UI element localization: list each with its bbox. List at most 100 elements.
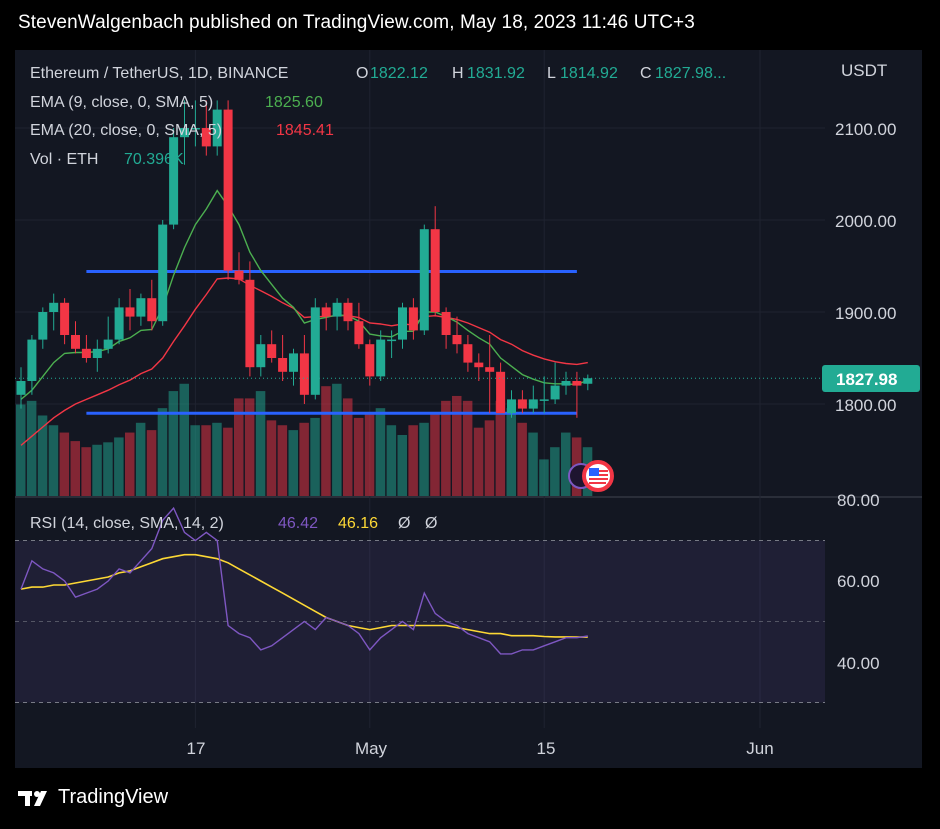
candle-body — [310, 307, 320, 395]
price-tick: 2100.00 — [835, 120, 896, 139]
rsi-tick: 60.00 — [837, 572, 880, 591]
candle-body — [103, 339, 113, 349]
candle-body — [561, 381, 571, 386]
event-icons[interactable] — [568, 460, 614, 492]
pane-separator — [15, 496, 922, 498]
candle-body — [81, 348, 91, 358]
legend-c-label: C — [640, 65, 652, 82]
candle-body — [92, 348, 102, 358]
volume-bar — [473, 427, 484, 496]
candle-body — [496, 371, 506, 414]
candle-body — [169, 137, 179, 225]
candle-body — [180, 128, 189, 138]
candle-body — [321, 307, 331, 317]
rsi-legend: RSI (14, close, SMA, 14, 2) 46.42 46.16 … — [30, 515, 437, 532]
volume-bar — [223, 427, 233, 496]
volume-bar — [179, 383, 189, 496]
volume-bar — [168, 391, 179, 496]
svg-text:1827.98: 1827.98 — [836, 370, 897, 389]
time-tick: Jun — [746, 739, 773, 758]
volume-bar — [550, 447, 560, 496]
volume-bar — [255, 391, 266, 496]
volume-bar — [332, 383, 342, 496]
volume-bar — [125, 432, 135, 496]
candles — [16, 100, 593, 418]
volume-bar — [135, 422, 146, 496]
candle-body — [234, 270, 244, 280]
volume-bar — [16, 404, 26, 496]
candle-body — [354, 321, 364, 345]
rsi-pane-bg — [15, 498, 825, 728]
legend-l-label: L — [547, 65, 556, 82]
time-tick: 17 — [187, 739, 206, 758]
candle-body — [452, 335, 462, 345]
volume-bar — [244, 398, 255, 496]
candle-body — [441, 312, 451, 335]
legend-ema20-label: EMA (20, close, 0, SMA, 5) — [30, 122, 222, 139]
candle-body — [136, 298, 146, 317]
candle-body — [201, 128, 211, 147]
candle-body — [190, 128, 200, 130]
volume-bar — [59, 432, 70, 496]
volume-bar — [103, 442, 113, 496]
legend-l-value: 1814.92 — [560, 65, 618, 82]
ema20-line — [20, 277, 588, 446]
volume-bar — [288, 430, 298, 496]
candle-body — [27, 339, 37, 381]
volume-bar — [234, 398, 244, 496]
rsi-legend-empty-2: Ø — [425, 515, 437, 532]
legend-h-label: H — [452, 65, 464, 82]
volume-bar — [157, 408, 168, 496]
rsi-sma-line — [20, 553, 588, 638]
legend-ema9-value: 1825.60 — [265, 94, 323, 111]
volume-bar — [114, 437, 124, 496]
price-label-badge: 1827.98 — [822, 365, 920, 392]
volume-bar — [561, 432, 571, 496]
rsi-legend-label: RSI (14, close, SMA, 14, 2) — [30, 515, 224, 532]
candle-body — [71, 335, 80, 349]
price-legend: Ethereum / TetherUS, 1D, BINANCE O 1822.… — [30, 65, 726, 168]
rsi-tick: 40.00 — [837, 654, 880, 673]
candle-body — [223, 109, 233, 271]
candle-body — [158, 224, 168, 322]
candle-body — [49, 302, 59, 312]
legend-o-value: 1822.12 — [370, 65, 428, 82]
volume-bar — [343, 398, 353, 496]
candle-body — [583, 378, 593, 384]
tradingview-brand[interactable]: TradingView — [18, 786, 168, 809]
volume-bar — [375, 408, 386, 496]
rsi-line — [20, 506, 588, 655]
volume-bar — [484, 420, 495, 496]
candle-body — [376, 339, 386, 377]
rsi-tick: 80.00 — [837, 491, 880, 510]
volume-bar — [190, 425, 200, 496]
volume-bar — [506, 408, 516, 496]
candle-body — [289, 353, 298, 372]
candle-body — [125, 307, 135, 317]
volume-bar — [528, 432, 538, 496]
candle-body — [365, 344, 375, 377]
legend-vol-label: Vol · ETH — [30, 151, 98, 168]
legend-ema9-label: EMA (9, close, 0, SMA, 5) — [30, 94, 213, 111]
volume-bar — [299, 422, 309, 496]
axis-currency: USDT — [841, 61, 887, 80]
price-axis-bg — [825, 50, 922, 496]
legend-ema20-value: 1845.41 — [276, 122, 334, 139]
volume-bar — [266, 420, 277, 496]
price-axis: USDT 2100.00 2000.00 1900.00 1800.00 — [835, 61, 896, 415]
time-tick: 15 — [537, 739, 556, 758]
volume-bar — [364, 413, 375, 496]
volume-bar — [408, 425, 418, 496]
legend-vol-value: 70.396K — [124, 151, 184, 168]
legend-c-value: 1827.98... — [655, 65, 726, 82]
volume-bar — [146, 430, 157, 496]
legend-h-value: 1831.92 — [467, 65, 525, 82]
volume-bar — [397, 435, 407, 496]
candle-body — [212, 109, 222, 147]
time-tick: May — [355, 739, 388, 758]
candle-body — [256, 344, 266, 368]
volume-bar — [212, 422, 222, 496]
candle-body — [474, 362, 484, 368]
candle-body — [387, 339, 397, 342]
